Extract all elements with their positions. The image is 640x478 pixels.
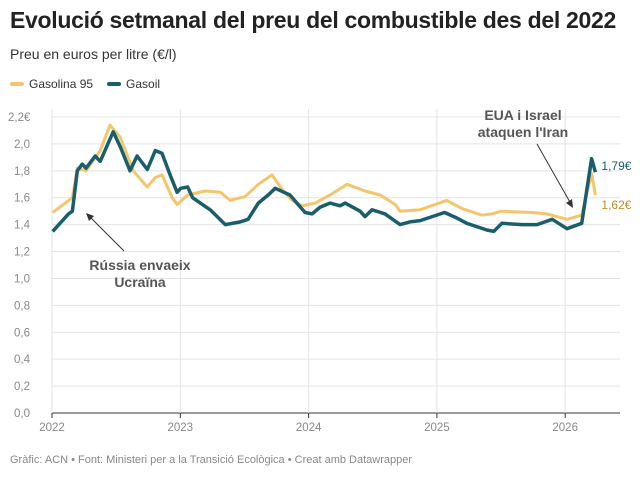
y-tick-label: 0,6 — [14, 327, 30, 339]
x-tick-label: 2024 — [296, 422, 322, 434]
y-tick-label: 0,0 — [14, 408, 30, 420]
y-tick-label: 1,0 — [14, 273, 30, 285]
annotation-text: Ucraïna — [114, 274, 166, 290]
end-value-label: 1,62€ — [601, 198, 631, 212]
y-tick-label: 0,8 — [14, 300, 30, 312]
y-tick-label: 0,2 — [14, 381, 30, 393]
y-tick-label: 2,2€ — [8, 112, 31, 124]
chart-title: Evolució setmanal del preu del combustib… — [10, 7, 616, 33]
annotation-text: ataquen l'Iran — [478, 124, 568, 140]
legend-label: Gasoil — [126, 77, 161, 91]
legend-item-gasolina: Gasolina 95 — [10, 77, 93, 91]
x-tick-label: 2026 — [552, 422, 578, 434]
annotation-text: EUA i Israel — [484, 107, 561, 123]
legend-swatch — [107, 82, 122, 86]
end-value-label: 1,79€ — [601, 159, 631, 173]
series-line-gasoil — [51, 130, 598, 234]
x-tick-label: 2025 — [424, 422, 450, 434]
annotation-text: Rússia envaeix — [89, 257, 190, 273]
y-tick-label: 0,4 — [14, 354, 31, 366]
x-tick-label: 2022 — [39, 422, 65, 434]
legend-label: Gasolina 95 — [29, 77, 94, 91]
legend: Gasolina 95 Gasoil — [10, 77, 160, 91]
legend-swatch — [10, 82, 24, 86]
footer-credits: Gràfic: ACN • Font: Ministeri per a la T… — [10, 454, 413, 466]
y-tick-label: 1,8 — [14, 166, 30, 178]
y-tick-label: 1,4 — [14, 220, 31, 232]
y-tick-label: 2,0 — [14, 139, 30, 151]
chart-subtitle: Preu en euros per litre (€/l) — [10, 46, 177, 62]
y-tick-label: 1,2 — [14, 247, 30, 259]
annotation-arrow — [87, 214, 125, 252]
arrowhead-icon — [86, 213, 94, 221]
annotation-arrow — [536, 143, 572, 205]
arrowhead-icon — [566, 199, 573, 208]
x-tick-label: 2023 — [168, 422, 194, 434]
y-tick-label: 1,6 — [14, 193, 30, 205]
legend-item-gasoil: Gasoil — [107, 77, 160, 91]
